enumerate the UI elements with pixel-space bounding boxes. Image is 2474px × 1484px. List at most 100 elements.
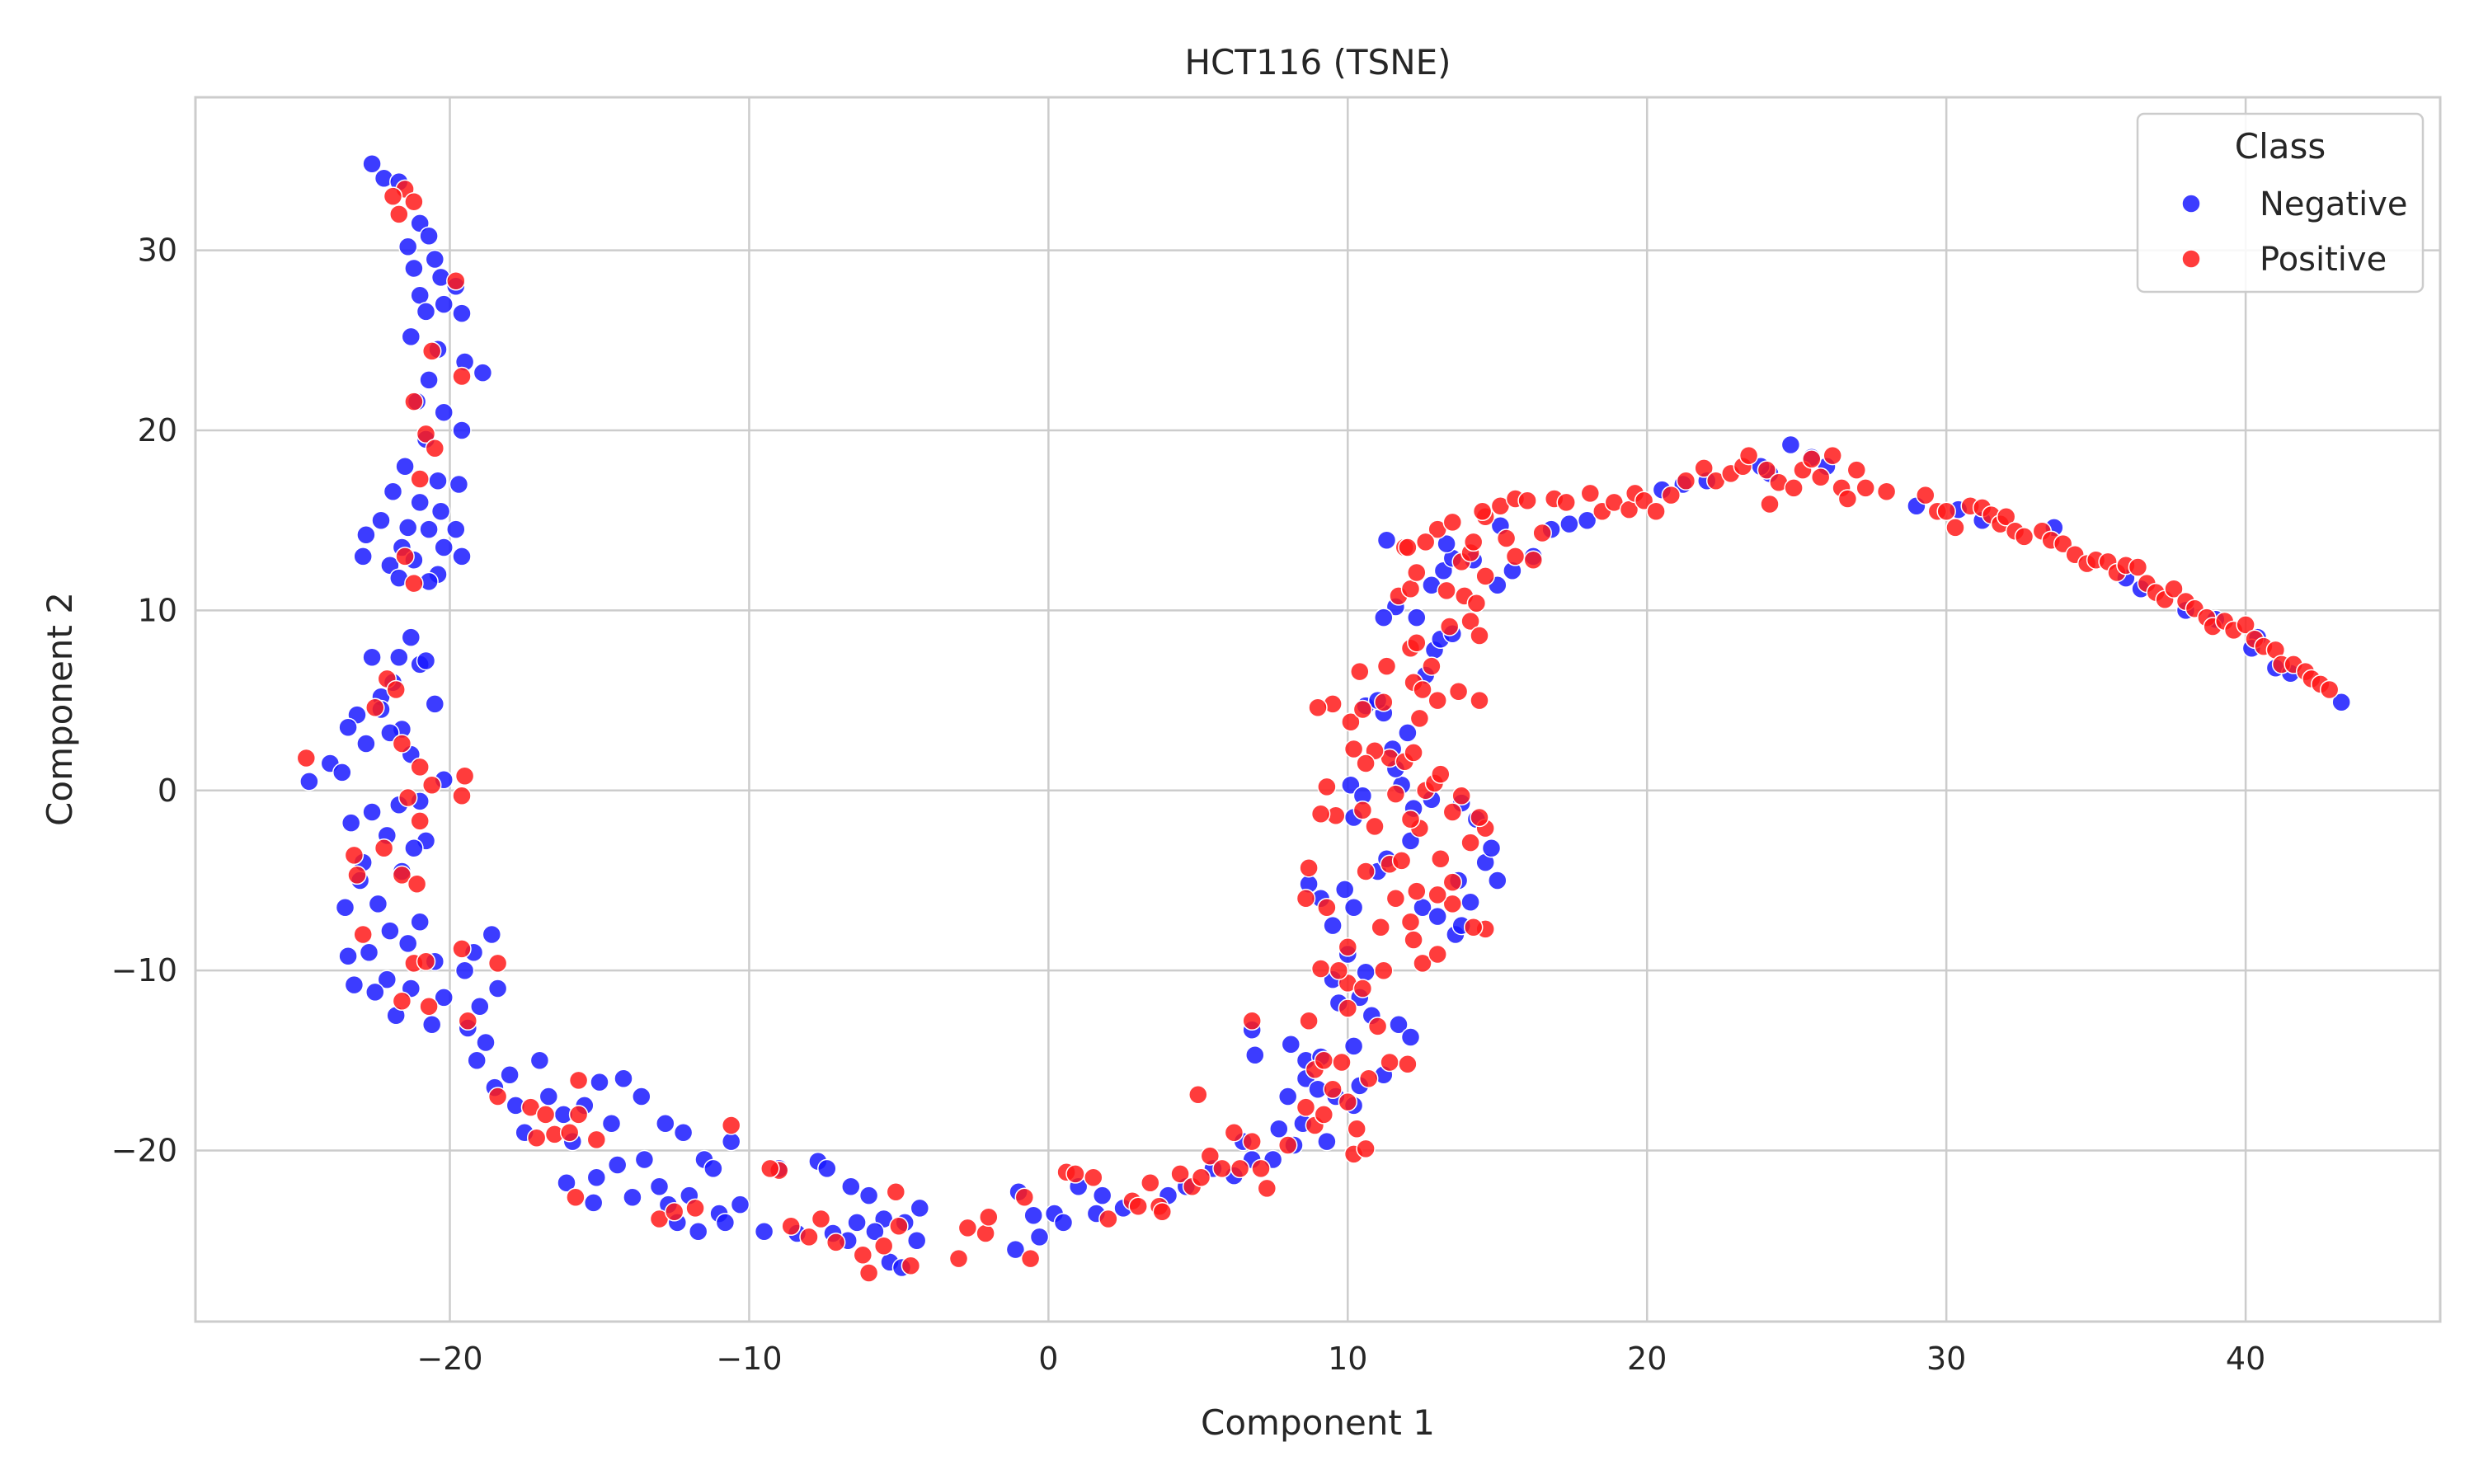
x-tick-label: 20 (1627, 1341, 1667, 1377)
data-point-negative (1277, 1087, 1298, 1106)
y-tick-label: −20 (111, 1133, 177, 1169)
data-point-positive (1407, 881, 1427, 901)
data-point-positive (1084, 1167, 1103, 1188)
data-point-positive (1329, 960, 1349, 980)
data-point-negative (356, 524, 376, 545)
y-tick-label: 0 (158, 773, 177, 809)
data-point-negative (1245, 1045, 1265, 1065)
data-point-positive (410, 469, 430, 489)
legend-marker-negative (2181, 194, 2201, 214)
data-point-positive (458, 1011, 478, 1031)
data-point-positive (1376, 656, 1397, 676)
data-point-negative (335, 897, 355, 918)
data-point-negative (470, 997, 490, 1017)
data-point-negative (1029, 1227, 1050, 1247)
data-point-positive (1350, 661, 1370, 682)
data-point-positive (421, 341, 442, 361)
data-point-negative (425, 694, 445, 714)
data-point-positive (2319, 679, 2340, 700)
data-point-positive (886, 1182, 906, 1202)
data-point-positive (1065, 1164, 1085, 1184)
data-point-positive (1242, 1011, 1262, 1031)
data-point-negative (1398, 723, 1418, 743)
data-point-positive (2128, 557, 2148, 577)
data-point-negative (632, 1087, 651, 1106)
data-point-negative (906, 1230, 927, 1251)
data-point-positive (404, 573, 424, 594)
data-point-negative (910, 1198, 930, 1219)
data-point-negative (1343, 897, 1364, 918)
data-point-negative (557, 1173, 576, 1193)
data-point-negative (338, 717, 358, 738)
data-point-positive (1314, 1105, 1334, 1125)
data-point-negative (395, 456, 415, 477)
x-tick-label: 10 (1328, 1341, 1367, 1377)
data-point-positive (1356, 862, 1376, 881)
data-point-positive (1846, 460, 1867, 480)
data-point-negative (476, 1032, 496, 1053)
data-point-negative (1005, 1239, 1026, 1260)
data-point-positive (976, 1223, 995, 1243)
data-point-positive (1442, 894, 1463, 914)
data-point-positive (1356, 1139, 1376, 1159)
data-point-positive (1367, 1017, 1388, 1036)
data-point-negative (1400, 1027, 1421, 1047)
data-point-positive (1466, 593, 1487, 613)
data-point-positive (1505, 547, 1526, 566)
data-point-negative (368, 894, 388, 914)
data-point-positive (386, 679, 406, 700)
data-point-positive (1470, 690, 1489, 711)
data-point-negative (428, 471, 448, 491)
data-point-negative (410, 912, 430, 932)
data-point-positive (1460, 833, 1480, 852)
data-point-negative (721, 1131, 741, 1152)
data-point-positive (535, 1105, 556, 1125)
data-point-positive (1347, 1119, 1366, 1139)
data-point-positive (1556, 492, 1576, 513)
data-point-negative (656, 1114, 675, 1134)
data-point-negative (434, 538, 454, 557)
y-axis-title: Component 2 (40, 592, 80, 826)
data-point-negative (1281, 1034, 1301, 1054)
data-point-positive (1251, 1158, 1271, 1179)
data-point-positive (1188, 1085, 1208, 1105)
data-point-negative (730, 1195, 750, 1214)
x-tick-label: 40 (2226, 1341, 2265, 1377)
data-point-positive (1945, 518, 1965, 538)
data-point-negative (688, 1222, 708, 1242)
data-point-negative (586, 1167, 607, 1188)
data-point-positive (1475, 566, 1495, 586)
data-point-negative (673, 1122, 694, 1143)
data-point-positive (2236, 615, 2255, 635)
data-point-negative (614, 1068, 633, 1088)
data-point-negative (817, 1158, 837, 1179)
data-point-negative (365, 982, 385, 1003)
data-point-positive (1400, 809, 1421, 829)
data-point-positive (1437, 580, 1456, 601)
data-point-positive (1242, 1131, 1262, 1152)
data-point-negative (362, 802, 382, 822)
data-point-negative (1356, 962, 1376, 983)
data-point-positive (1098, 1209, 1118, 1229)
data-point-positive (1257, 1178, 1277, 1199)
data-point-negative (623, 1187, 642, 1208)
legend-box (2136, 112, 2425, 294)
data-point-negative (467, 1050, 487, 1071)
data-point-negative (607, 1155, 628, 1175)
data-point-positive (664, 1202, 684, 1222)
data-point-positive (1152, 1202, 1173, 1222)
data-point-negative (865, 1222, 885, 1242)
data-point-positive (392, 865, 412, 885)
data-point-positive (1427, 944, 1447, 965)
data-point-positive (392, 734, 412, 754)
data-point-positive (1646, 501, 1666, 522)
data-point-negative (401, 326, 421, 347)
data-point-negative (380, 921, 400, 941)
data-point-negative (1427, 906, 1447, 927)
data-point-negative (2331, 693, 2351, 712)
chart-title: HCT116 (TSNE) (1184, 42, 1451, 82)
data-point-negative (1559, 514, 1579, 534)
data-point-negative (362, 647, 382, 667)
data-point-negative (482, 924, 502, 945)
data-point-negative (371, 510, 391, 530)
